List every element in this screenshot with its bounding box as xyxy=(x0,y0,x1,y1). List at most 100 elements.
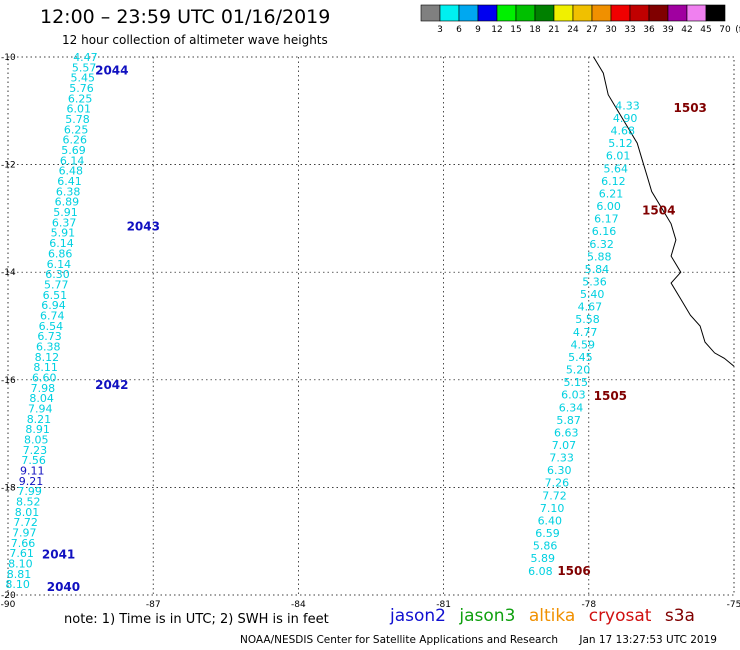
wave-height-value: 5.86 xyxy=(533,540,558,553)
colorbar-label: 24 xyxy=(567,25,579,35)
wave-height-value: 5.69 xyxy=(61,144,86,157)
y-tick-label: -12 xyxy=(1,161,16,171)
timestamp-text: Jan 17 13:27:53 UTC 2019 xyxy=(579,634,717,646)
coastline-path xyxy=(593,56,735,367)
wave-height-value: 5.84 xyxy=(585,263,610,276)
chart-subtitle: 12 hour collection of altimeter wave hei… xyxy=(62,33,328,47)
y-tick-label: -14 xyxy=(1,268,16,278)
colorbar-swatch xyxy=(420,4,441,22)
wave-height-value: 7.99 xyxy=(17,485,42,498)
wave-height-value: 7.61 xyxy=(9,547,34,560)
colorbar-swatch xyxy=(458,4,479,22)
colorbar-label: 18 xyxy=(529,25,541,35)
wave-height-value: 8.52 xyxy=(16,496,41,509)
colorbar-swatch xyxy=(686,4,707,22)
wave-height-value: 5.36 xyxy=(582,276,607,289)
colorbar-swatch xyxy=(629,4,650,22)
wave-height-value: 4.33 xyxy=(615,99,640,112)
wave-height-value: 4.67 xyxy=(578,301,603,314)
wave-height-value: 8.01 xyxy=(15,506,40,519)
colorbar-swatch xyxy=(496,4,517,22)
wave-height-value: 6.17 xyxy=(594,213,619,226)
x-tick-label: -81 xyxy=(436,600,451,610)
wave-height-value: 8.04 xyxy=(29,392,54,405)
colorbar-swatch xyxy=(648,4,669,22)
wave-height-value: 5.76 xyxy=(69,82,94,95)
colorbar-swatch xyxy=(553,4,574,22)
legend-s3a: s3a xyxy=(664,606,695,626)
pass-label: 2042 xyxy=(95,378,128,392)
wave-height-value: 6.00 xyxy=(596,200,621,213)
wave-height-value: 7.72 xyxy=(13,516,38,529)
colorbar-swatch xyxy=(534,4,555,22)
wave-height-value: 7.07 xyxy=(552,439,577,452)
pass-label: 1506 xyxy=(557,564,590,578)
colorbar-label: 30 xyxy=(605,25,617,35)
legend-jason2: jason2 xyxy=(390,606,446,626)
wave-height-value: 7.56 xyxy=(21,454,46,467)
wave-height-value: 6.32 xyxy=(589,238,614,251)
wave-height-value: 7.66 xyxy=(11,537,36,550)
wave-height-value: 6.40 xyxy=(538,514,563,527)
plot-frame xyxy=(7,56,735,596)
satellite-legend: jason2 jason3 altika cryosat s3a xyxy=(390,606,703,626)
wave-height-value: 5.91 xyxy=(51,227,76,240)
footer: NOAA/NESDIS Center for Satellite Applica… xyxy=(240,634,717,646)
wave-height-value: 6.51 xyxy=(43,289,68,302)
wave-height-value: 6.14 xyxy=(60,154,85,167)
pass-label: 1505 xyxy=(594,389,627,403)
legend-altika: altika xyxy=(528,606,576,626)
wave-height-value: 6.60 xyxy=(32,371,57,384)
wave-height-value: 7.94 xyxy=(28,402,53,415)
pass-label: 2040 xyxy=(47,580,80,594)
wave-height-value: 6.03 xyxy=(561,389,586,402)
pass-label: 2044 xyxy=(95,63,128,77)
wave-height-value: 8.91 xyxy=(25,423,50,436)
wave-height-value: 6.21 xyxy=(599,187,624,200)
wave-height-value: 8.11 xyxy=(33,361,58,374)
wave-height-value: 6.01 xyxy=(67,103,92,116)
wave-height-value: 6.38 xyxy=(36,340,61,353)
wave-height-value: 7.23 xyxy=(23,444,48,457)
wave-height-value: 6.74 xyxy=(40,309,65,322)
x-tick-label: -90 xyxy=(1,600,16,610)
chart-title: 12:00 – 23:59 UTC 01/16/2019 xyxy=(40,6,331,28)
wave-height-value: 8.12 xyxy=(35,351,60,364)
wave-height-value: 5.64 xyxy=(603,162,628,175)
y-tick-label: -10 xyxy=(1,53,16,63)
wave-height-value: 5.45 xyxy=(568,351,593,364)
colorbar-label: 3 xyxy=(437,25,443,35)
wave-height-value: 6.25 xyxy=(68,92,93,105)
wave-height-value: 8.21 xyxy=(27,413,52,426)
wave-height-value: 6.89 xyxy=(55,196,80,209)
wave-height-value: 8.05 xyxy=(24,434,49,447)
wave-height-value: 6.26 xyxy=(63,134,88,147)
colorbar-label: 70 xyxy=(719,25,731,35)
wave-height-value: 6.16 xyxy=(592,225,617,238)
wave-height-value: 7.72 xyxy=(542,489,567,502)
wave-height-value: 6.41 xyxy=(57,175,82,188)
colorbar-swatch xyxy=(667,4,688,22)
wave-height-value: 6.86 xyxy=(48,247,73,260)
wave-height-value: 4.77 xyxy=(573,326,598,339)
wave-height-value: 6.94 xyxy=(41,299,66,312)
colorbar-label: 9 xyxy=(475,25,481,35)
pass-label: 1504 xyxy=(642,203,675,217)
wave-height-value: 4.68 xyxy=(611,125,636,138)
note-text: note: 1) Time is in UTC; 2) SWH is in fe… xyxy=(64,612,329,627)
colorbar-swatch xyxy=(705,4,726,22)
colorbar-label: 45 xyxy=(700,25,711,35)
wave-height-value: 7.33 xyxy=(549,452,574,465)
chart-marks: 4.475.575.455.766.256.015.786.256.265.69… xyxy=(5,51,706,594)
wave-height-value: 7.98 xyxy=(31,382,56,395)
wave-height-value: 6.25 xyxy=(64,123,89,136)
colorbar-label: 33 xyxy=(624,25,635,35)
wave-height-value: 6.38 xyxy=(56,185,81,198)
wave-height-value: 8.81 xyxy=(7,568,32,581)
wave-height-value: 6.30 xyxy=(547,464,572,477)
wave-height-value: 6.59 xyxy=(535,527,560,540)
pass-label: 1503 xyxy=(674,101,707,115)
wave-height-value: 6.30 xyxy=(45,268,70,281)
wave-height-value: 5.88 xyxy=(587,250,612,263)
